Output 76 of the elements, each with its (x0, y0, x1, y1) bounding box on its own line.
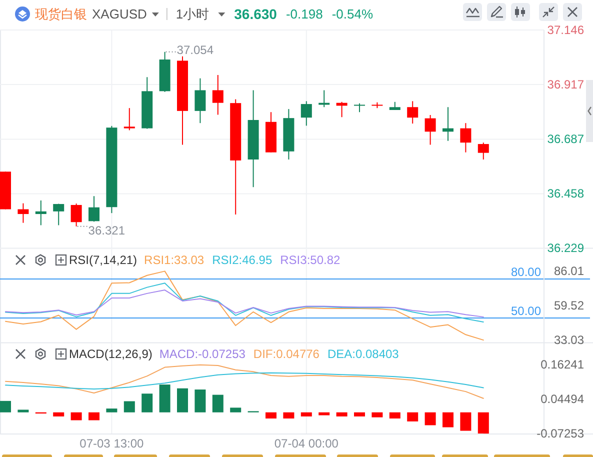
x-tick-label: 07-04 00:00 (274, 436, 339, 451)
bar (460, 412, 472, 431)
bar (372, 412, 383, 418)
bar (159, 384, 170, 412)
bar (318, 412, 330, 416)
series-label: RSI1:33.03 (144, 253, 204, 268)
y-tick-label: 36.458 (547, 186, 584, 201)
candlestick (18, 202, 29, 224)
candlestick (460, 122, 472, 153)
candlestick (424, 114, 436, 146)
bar (70, 412, 82, 420)
candlestick (212, 74, 224, 116)
bar (424, 412, 436, 426)
y-tick-label: 86.01 (554, 264, 584, 278)
bar (442, 412, 454, 428)
text: -0.54% (332, 6, 374, 22)
y-tick-label: 33.03 (554, 332, 584, 347)
bar (407, 412, 418, 422)
line-series (5, 282, 484, 322)
candlestick (407, 100, 418, 124)
annotation: MACD:-0.07253 (159, 347, 246, 362)
candlestick (124, 108, 135, 131)
candlestick (53, 203, 64, 226)
bar (18, 410, 29, 412)
y-tick-label: -0.07253 (536, 426, 584, 440)
line-series (5, 290, 484, 318)
line-series (5, 364, 484, 399)
candlestick (442, 106, 454, 142)
bar (300, 412, 312, 416)
y-tick-label: 59.52 (554, 298, 584, 312)
bar (88, 412, 100, 420)
bar (336, 412, 348, 416)
bar (389, 412, 400, 418)
bar (124, 401, 135, 412)
chart-subtitle: XAGUSD (92, 6, 147, 22)
bar (53, 412, 64, 416)
candlestick (88, 196, 100, 222)
line-series (5, 372, 484, 390)
bar (266, 412, 276, 418)
chart-title: 现货白银 (35, 6, 87, 22)
annotation: 36.321 (88, 223, 126, 238)
candlestick (478, 142, 489, 160)
bar (283, 412, 294, 418)
text: RSI2:46.95 (212, 253, 272, 268)
candlestick (300, 100, 312, 126)
candlestick (194, 78, 206, 124)
bar (106, 408, 118, 412)
bar (212, 394, 224, 412)
candlestick (318, 90, 330, 108)
y-tick-label: 36.687 (547, 132, 584, 146)
ref-line-label: 80.00 (510, 265, 542, 279)
chart-title: MACD(12,26,9) (69, 347, 152, 362)
y-tick-label: 36.229 (547, 241, 584, 256)
bar (194, 390, 206, 412)
annotation: 37.054 (176, 42, 214, 57)
line-series (5, 270, 484, 341)
text: RSI3:50.82 (280, 253, 341, 268)
y-tick-label: 0.04494 (540, 392, 584, 406)
x-tick-label: 07-03 13:00 (80, 436, 144, 451)
y-tick-label: 36.917 (547, 77, 584, 92)
text: 36.630 (234, 6, 278, 22)
ref-line-label: 50.00 (510, 304, 542, 318)
bar (0, 400, 11, 412)
text: -0.198 (286, 6, 323, 22)
series-label: DEA:0.08403 (327, 347, 400, 362)
y-tick-label: 0.16241 (540, 358, 584, 372)
series-label: DIF:0.04776 (253, 347, 320, 362)
chart-title: RSI(7,14,21) (69, 253, 138, 268)
bar (230, 408, 242, 412)
candlestick (35, 200, 46, 226)
bar (354, 412, 365, 416)
bar (177, 388, 188, 412)
text: 1小时 (176, 6, 210, 22)
bar (478, 412, 489, 434)
y-tick-label: 37.146 (547, 22, 584, 37)
bar (142, 394, 153, 412)
